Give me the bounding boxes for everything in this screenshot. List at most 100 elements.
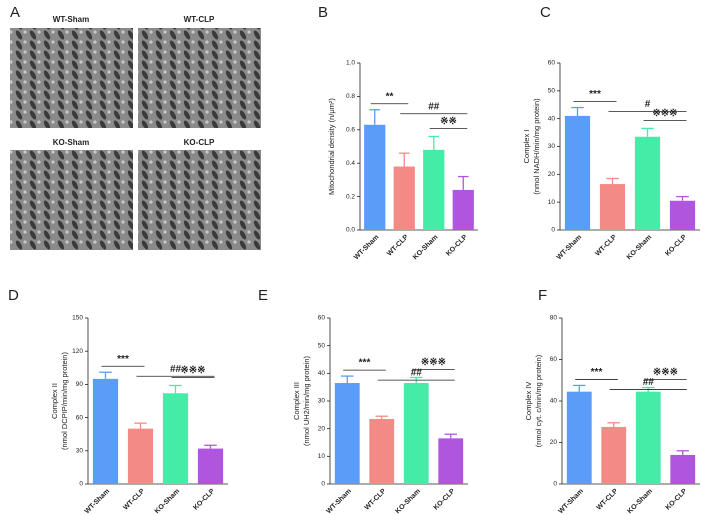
error-bar — [457, 175, 469, 190]
y-tick-label: 0.0 — [346, 227, 355, 234]
panel-letter: C — [540, 4, 551, 21]
x-tick-label: KO-Sham — [154, 488, 182, 515]
error-bar — [573, 384, 586, 392]
bar — [438, 438, 464, 484]
y-tick-label: 0.8 — [346, 93, 355, 100]
y-tick-label: 30 — [318, 398, 326, 405]
x-tick-label: KO-Sham — [626, 488, 654, 515]
x-tick-label: KO-CLP — [192, 488, 216, 512]
x-tick-label: KO-Sham — [394, 488, 422, 515]
y-axis-label: Complex IV — [524, 382, 533, 421]
bar — [127, 428, 154, 484]
significance-label: ## — [428, 101, 440, 112]
y-axis-label: (nmol NADH/min/mg protein) — [532, 98, 541, 195]
y-tick-label: 120 — [72, 348, 83, 355]
x-tick-label: WT-CLP — [386, 234, 410, 258]
bar — [669, 200, 696, 230]
x-tick-label: WT-CLP — [596, 488, 620, 512]
micrograph — [138, 28, 261, 128]
x-tick-label: WT-Sham — [84, 488, 111, 515]
significance-label: ※※ — [440, 116, 457, 127]
panel-letter: D — [8, 287, 19, 304]
y-tick-label: 60 — [550, 356, 558, 363]
significance-label: ## — [411, 368, 423, 379]
bar — [162, 393, 189, 484]
y-axis-label: (nmol cyt. c/min/mg protein) — [534, 354, 543, 447]
x-tick-label: WT-Sham — [353, 234, 380, 261]
image-label: KO-Sham — [53, 138, 89, 147]
y-tick-label: 40 — [548, 115, 556, 122]
y-axis-label: (nmol DCPIP/min/mg protein) — [60, 352, 69, 450]
significance-label: *** — [591, 367, 603, 378]
significance-label: ## — [643, 377, 655, 388]
image-label: KO-CLP — [184, 138, 215, 147]
y-axis-label: Complex II — [50, 383, 59, 419]
bar — [364, 124, 386, 230]
y-tick-label: 30 — [548, 143, 556, 150]
error-bar — [375, 415, 388, 419]
y-tick-label: 0 — [79, 481, 83, 488]
bar — [197, 448, 224, 484]
y-tick-label: 0 — [321, 481, 325, 488]
significance-label: ## — [170, 364, 182, 375]
y-tick-label: 0 — [553, 481, 557, 488]
y-tick-label: 0.2 — [346, 193, 355, 200]
y-tick-label: 90 — [76, 381, 84, 388]
bar — [452, 189, 474, 230]
y-tick-label: 50 — [548, 88, 556, 95]
significance-label: ※※※ — [180, 365, 205, 376]
x-tick-label: WT-Sham — [325, 488, 352, 515]
error-bar — [428, 135, 440, 150]
x-tick-label: WT-CLP — [594, 234, 618, 258]
error-bar — [641, 127, 654, 137]
image-label: WT-Sham — [53, 15, 89, 24]
micrograph — [10, 28, 133, 128]
significance-label: *** — [589, 89, 601, 100]
y-tick-label: 10 — [548, 199, 556, 206]
y-axis-label: (nmol UH2/min/mg protein) — [302, 355, 311, 446]
micrograph — [10, 150, 133, 250]
significance-label: ※※※ — [652, 108, 677, 119]
y-tick-label: 0.4 — [346, 160, 355, 167]
y-tick-label: 50 — [318, 342, 326, 349]
x-tick-label: WT-Sham — [556, 234, 583, 261]
y-tick-label: 30 — [76, 448, 84, 455]
y-axis-label: Complex I — [522, 130, 531, 164]
error-bar — [444, 433, 457, 439]
error-bar — [676, 450, 689, 455]
y-tick-label: 20 — [548, 171, 556, 178]
y-tick-label: 40 — [550, 398, 558, 405]
error-bar — [369, 109, 381, 125]
image-label: WT-CLP — [184, 15, 215, 24]
error-bar — [341, 375, 354, 384]
bar — [92, 378, 119, 484]
error-bar — [676, 195, 689, 201]
y-tick-label: 60 — [548, 60, 556, 67]
bar — [635, 391, 661, 484]
x-tick-label: KO-CLP — [445, 234, 469, 258]
significance-label: ※※※ — [421, 357, 446, 368]
bar — [564, 115, 591, 230]
bar — [670, 454, 696, 484]
bar — [566, 391, 592, 484]
bar — [369, 418, 395, 484]
error-bar — [606, 177, 619, 185]
panel-letter: F — [538, 287, 547, 304]
bar — [601, 426, 627, 484]
significance-label: ※※※ — [653, 367, 678, 378]
x-tick-label: KO-CLP — [664, 234, 688, 258]
panel-a: A WT-Sham WT-CLP KO-Sham KO-CLP — [10, 4, 261, 250]
y-tick-label: 0 — [551, 227, 555, 234]
x-tick-label: WT-CLP — [122, 488, 146, 512]
y-tick-label: 20 — [550, 439, 558, 446]
bar — [634, 136, 661, 230]
error-bar — [204, 444, 217, 449]
x-tick-label: KO-CLP — [433, 488, 457, 512]
y-tick-label: 80 — [550, 315, 558, 322]
x-tick-label: KO-Sham — [626, 234, 654, 262]
panel-letter: A — [10, 4, 20, 21]
y-tick-label: 0.6 — [346, 127, 355, 134]
panel-letter: E — [258, 287, 268, 304]
x-tick-label: WT-CLP — [364, 488, 388, 512]
significance-label: *** — [359, 358, 371, 369]
